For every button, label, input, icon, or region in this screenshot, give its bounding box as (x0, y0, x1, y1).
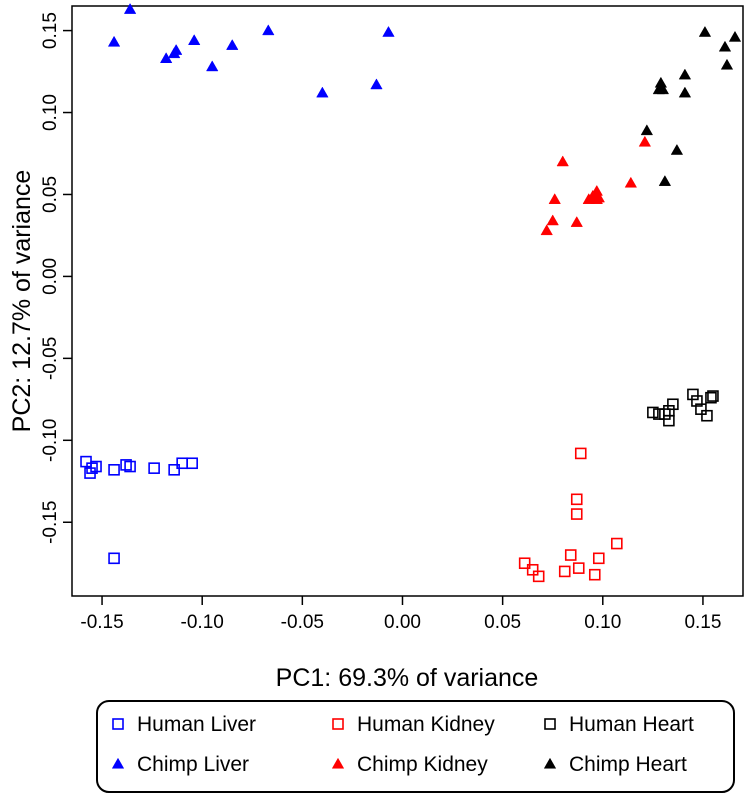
y-tick-label: 0.00 (40, 258, 61, 295)
point-human-heart (647, 406, 659, 419)
point-human-liver (124, 460, 136, 473)
legend-marker-human-kidney (332, 718, 344, 730)
point-human-kidney (526, 563, 539, 576)
y-tick-label: 0.05 (40, 176, 61, 213)
legend: Human Liver Human Kidney Human Heart Chimp … (96, 700, 735, 793)
point-human-kidney (611, 537, 623, 550)
legend-marker-human-heart (544, 718, 556, 730)
point-human-kidney (564, 549, 577, 561)
y-tick-label: -0.15 (40, 501, 61, 544)
point-chimp-heart (656, 83, 670, 95)
point-chimp-liver (107, 35, 121, 47)
data-points (80, 3, 742, 583)
point-chimp-heart (728, 30, 742, 42)
point-human-liver (90, 460, 102, 473)
point-chimp-liver (382, 25, 395, 37)
point-chimp-kidney (548, 193, 561, 204)
point-chimp-liver (188, 34, 201, 45)
x-tick-label: 0.10 (584, 612, 621, 633)
legend-label-human-kidney: Human Kidney (357, 713, 495, 736)
point-chimp-kidney (590, 193, 603, 204)
point-chimp-heart (698, 25, 712, 37)
point-human-kidney (572, 562, 585, 574)
x-tick-label: -0.10 (181, 612, 224, 633)
point-human-kidney (574, 447, 587, 460)
point-chimp-liver (206, 60, 219, 72)
plot-frame (71, 5, 744, 597)
y-tick-label: -0.10 (40, 419, 61, 462)
point-human-liver (168, 464, 180, 476)
point-human-liver (148, 462, 160, 474)
point-human-liver (120, 459, 132, 471)
point-chimp-heart (678, 68, 692, 80)
legend-marker-chimp-liver (111, 757, 125, 769)
point-chimp-heart (640, 124, 654, 136)
point-chimp-liver (169, 43, 183, 55)
y-tick-label: 0.15 (40, 12, 61, 49)
y-tick-label: -0.05 (40, 337, 61, 380)
point-human-heart (663, 405, 675, 417)
legend-label-chimp-liver: Chimp Liver (137, 753, 249, 776)
legend-box (96, 700, 735, 793)
point-human-kidney (518, 557, 531, 570)
point-human-liver (80, 455, 92, 468)
point-chimp-liver (226, 39, 239, 50)
legend-marker-chimp-heart (543, 757, 557, 769)
legend-label-human-heart: Human Heart (569, 713, 694, 736)
point-human-heart (707, 390, 719, 402)
point-human-heart (705, 391, 717, 404)
point-chimp-heart (678, 86, 692, 98)
x-tick-label: -0.15 (80, 612, 123, 633)
legend-label-human-liver: Human Liver (137, 713, 256, 736)
point-human-kidney (570, 493, 583, 506)
x-axis: -0.15 -0.10 -0.05 0.00 0.05 0.10 0.15 (80, 596, 721, 633)
y-axis-title: PC2: 12.7% of variance (8, 170, 36, 433)
point-chimp-heart (720, 58, 734, 70)
point-human-liver (86, 462, 98, 474)
y-axis: -0.15 -0.10 -0.05 0.00 0.05 0.10 0.15 (40, 12, 72, 544)
point-human-kidney (532, 570, 545, 583)
point-human-heart (701, 409, 713, 422)
point-chimp-heart (654, 76, 668, 88)
point-human-heart (695, 403, 707, 415)
x-tick-label: -0.05 (281, 612, 324, 633)
point-chimp-kidney (556, 155, 569, 167)
x-axis-title: PC1: 69.3% of variance (276, 664, 539, 692)
x-tick-label: 0.00 (384, 612, 421, 633)
point-chimp-heart (658, 175, 672, 186)
point-chimp-liver (316, 86, 329, 98)
point-chimp-heart (670, 143, 684, 155)
point-chimp-liver (123, 3, 137, 14)
point-human-kidney (570, 508, 583, 520)
point-chimp-heart (718, 40, 732, 52)
point-human-liver (108, 552, 120, 565)
point-human-kidney (558, 565, 571, 578)
legend-marker-chimp-kidney (331, 757, 345, 769)
point-human-heart (667, 398, 679, 411)
point-human-heart (691, 395, 703, 407)
point-human-heart (659, 408, 671, 420)
point-human-liver (186, 457, 198, 470)
legend-label-chimp-heart: Chimp Heart (569, 753, 687, 776)
point-human-heart (687, 388, 699, 401)
x-tick-label: 0.15 (684, 612, 721, 633)
legend-label-chimp-kidney: Chimp Kidney (357, 753, 488, 776)
point-chimp-kidney (540, 224, 553, 236)
point-chimp-liver (370, 78, 383, 90)
point-chimp-kidney (624, 176, 638, 188)
point-human-liver (108, 464, 120, 476)
point-human-kidney (592, 552, 605, 565)
point-chimp-kidney (546, 214, 559, 226)
point-chimp-kidney (638, 135, 652, 147)
point-human-kidney (588, 568, 601, 581)
point-human-heart (663, 414, 675, 427)
point-chimp-liver (262, 24, 275, 36)
y-tick-label: 0.10 (40, 94, 61, 131)
x-tick-label: 0.05 (484, 612, 521, 633)
legend-marker-human-liver (112, 718, 124, 730)
point-chimp-kidney (570, 216, 583, 227)
